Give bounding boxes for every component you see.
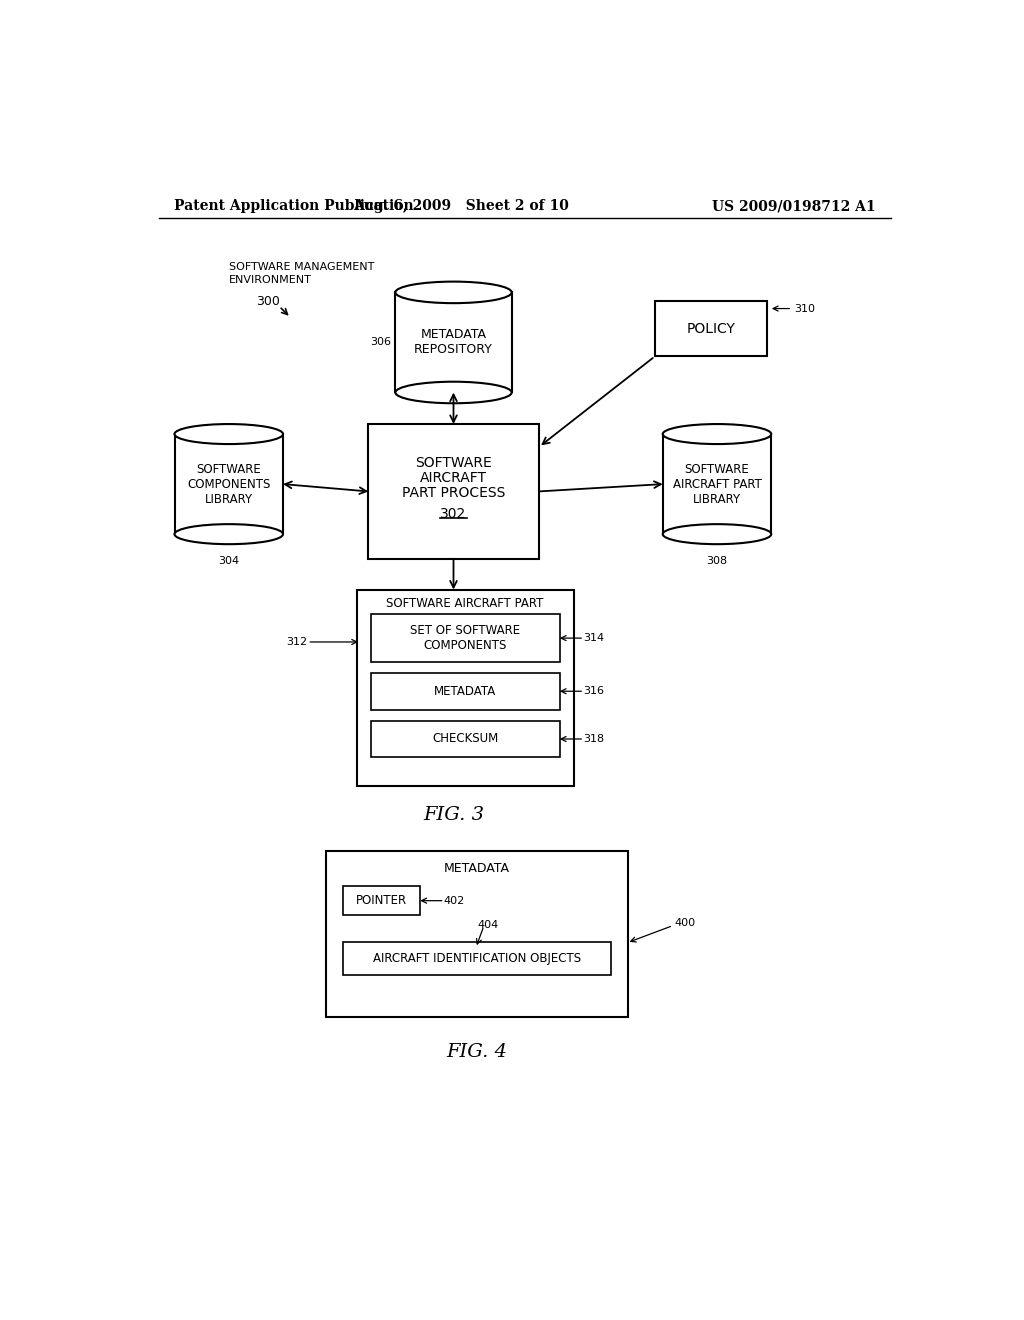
Text: ENVIRONMENT: ENVIRONMENT xyxy=(228,275,311,285)
Text: SOFTWARE AIRCRAFT PART: SOFTWARE AIRCRAFT PART xyxy=(386,597,544,610)
Text: 316: 316 xyxy=(583,686,604,696)
Text: SOFTWARE
AIRCRAFT PART
LIBRARY: SOFTWARE AIRCRAFT PART LIBRARY xyxy=(673,462,762,506)
Ellipse shape xyxy=(174,424,283,444)
Text: 400: 400 xyxy=(675,917,695,928)
Text: SOFTWARE: SOFTWARE xyxy=(415,455,492,470)
Bar xyxy=(343,942,611,974)
Text: Aug. 6, 2009   Sheet 2 of 10: Aug. 6, 2009 Sheet 2 of 10 xyxy=(353,199,569,213)
Bar xyxy=(369,424,539,558)
Text: 308: 308 xyxy=(707,556,728,566)
Ellipse shape xyxy=(663,524,771,544)
Text: AIRCRAFT IDENTIFICATION OBJECTS: AIRCRAFT IDENTIFICATION OBJECTS xyxy=(373,952,581,965)
Text: 300: 300 xyxy=(256,294,280,308)
Text: PART PROCESS: PART PROCESS xyxy=(401,486,505,500)
Ellipse shape xyxy=(395,381,512,404)
Text: 306: 306 xyxy=(371,338,391,347)
Text: 404: 404 xyxy=(478,920,499,931)
Text: Patent Application Publication: Patent Application Publication xyxy=(174,199,414,213)
Ellipse shape xyxy=(395,281,512,304)
Text: SOFTWARE
COMPONENTS
LIBRARY: SOFTWARE COMPONENTS LIBRARY xyxy=(187,462,270,506)
Text: FIG. 4: FIG. 4 xyxy=(446,1043,507,1060)
Text: US 2009/0198712 A1: US 2009/0198712 A1 xyxy=(713,199,876,213)
Ellipse shape xyxy=(174,524,283,544)
Text: 312: 312 xyxy=(287,638,308,647)
Text: METADATA
REPOSITORY: METADATA REPOSITORY xyxy=(414,329,493,356)
Bar xyxy=(356,590,573,785)
Text: SET OF SOFTWARE
COMPONENTS: SET OF SOFTWARE COMPONENTS xyxy=(410,624,520,652)
Text: FIG. 3: FIG. 3 xyxy=(423,807,484,824)
Text: 318: 318 xyxy=(583,734,604,744)
Text: 310: 310 xyxy=(795,304,815,314)
Ellipse shape xyxy=(663,424,771,444)
Bar xyxy=(371,721,560,758)
Text: 302: 302 xyxy=(440,507,467,521)
Text: 402: 402 xyxy=(443,896,465,906)
Text: SOFTWARE MANAGEMENT: SOFTWARE MANAGEMENT xyxy=(228,263,374,272)
Bar xyxy=(655,301,767,356)
Bar xyxy=(371,614,560,663)
Text: 304: 304 xyxy=(218,556,240,566)
Text: POLICY: POLICY xyxy=(687,322,735,335)
Text: METADATA: METADATA xyxy=(443,862,510,875)
Text: CHECKSUM: CHECKSUM xyxy=(432,733,499,746)
Bar xyxy=(326,851,628,1016)
Text: AIRCRAFT: AIRCRAFT xyxy=(420,471,487,484)
Bar xyxy=(371,673,560,710)
Text: 314: 314 xyxy=(583,634,604,643)
Text: POINTER: POINTER xyxy=(356,894,407,907)
Bar xyxy=(343,886,420,915)
Text: METADATA: METADATA xyxy=(434,685,497,698)
